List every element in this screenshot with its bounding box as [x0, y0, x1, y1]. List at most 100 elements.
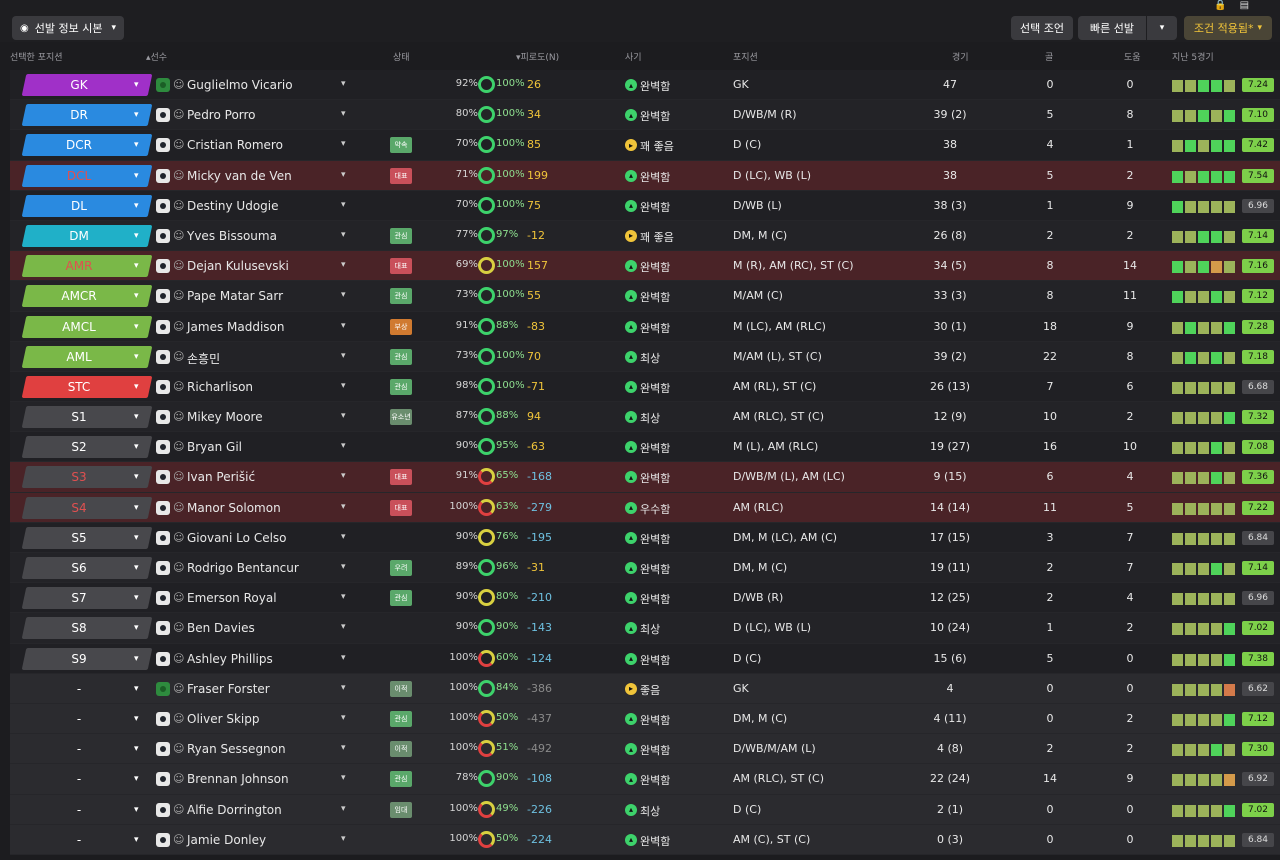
table-row[interactable]: - ▾ ☺ Alfie Dorrington ▾ 임대 100% 49% -226 ▴ 최상 D (C…	[10, 794, 1280, 825]
chevron-down-icon[interactable]: ▾	[341, 169, 346, 180]
player-name[interactable]: Manor Solomon	[187, 500, 281, 515]
player-name[interactable]: Ryan Sessegnon	[187, 742, 286, 757]
table-row[interactable]: DL ▾ ☺ Destiny Udogie ▾ 70% 100% 75 ▴ 완벽함 D/WB (L)…	[10, 190, 1280, 221]
table-row[interactable]: AMR ▾ ☺ Dejan Kulusevski ▾ 대표 69% 100% 157 ▴ 완벽함 M …	[10, 251, 1280, 282]
col-positions[interactable]: 포지션	[733, 53, 758, 63]
table-row[interactable]: S6 ▾ ☺ Rodrigo Bentancur ▾ 우려 89% 96% -31 ▴ 완벽함 DM,…	[10, 553, 1280, 584]
position-selector[interactable]: S9 ▾	[21, 647, 153, 670]
player-name[interactable]: Micky van de Ven	[187, 168, 292, 183]
player-name[interactable]: James Maddison	[187, 319, 285, 334]
table-row[interactable]: S5 ▾ ☺ Giovani Lo Celso ▾ 90% 76% -195 ▴ 완벽함 DM, M…	[10, 522, 1280, 553]
col-form[interactable]: 지난 5경기	[1172, 53, 1214, 63]
table-row[interactable]: GK ▾ ☺ Guglielmo Vicario ▾ 92% 100% 26 ▴ 완벽함 GK 47 0…	[10, 70, 1280, 101]
col-apps[interactable]: 경기	[952, 53, 969, 63]
player-name[interactable]: Ashley Phillips	[187, 651, 273, 666]
col-assists[interactable]: 도움	[1124, 53, 1141, 63]
quick-pick-button[interactable]: 빠른 선발	[1078, 16, 1146, 40]
player-name[interactable]: Ben Davies	[187, 621, 255, 636]
position-selector[interactable]: S6 ▾	[21, 557, 153, 579]
chevron-down-icon[interactable]: ▾	[341, 773, 346, 784]
table-row[interactable]: S1 ▾ ☺ Mikey Moore ▾ 유소년 87% 88% 94 ▴ 최상 AM (RLC), …	[10, 402, 1280, 433]
chevron-down-icon[interactable]: ▾	[341, 501, 346, 512]
table-row[interactable]: DCL ▾ ☺ Micky van de Ven ▾ 대표 71% 100% 199 ▴ 완벽함 D …	[10, 160, 1280, 191]
chevron-down-icon[interactable]: ▾	[341, 531, 346, 542]
player-name[interactable]: Brennan Johnson	[187, 772, 289, 787]
table-row[interactable]: S4 ▾ ☺ Manor Solomon ▾ 대표 100% 63% -279 ▴ 우수함 AM (R…	[10, 492, 1280, 523]
player-name[interactable]: Jamie Donley	[187, 832, 267, 847]
player-name[interactable]: Richarlison	[187, 379, 254, 394]
player-name[interactable]: Dejan Kulusevski	[187, 259, 289, 274]
position-selector[interactable]: S8 ▾	[21, 617, 153, 640]
position-selector[interactable]: AML ▾	[21, 345, 153, 368]
player-name[interactable]: 손흥민	[187, 351, 221, 366]
chevron-down-icon[interactable]: ▾	[341, 139, 346, 150]
table-row[interactable]: - ▾ ☺ Brennan Johnson ▾ 관심 78% 90% -108 ▴ 완벽함 AM (R…	[10, 764, 1280, 795]
position-selector[interactable]: S4 ▾	[21, 496, 153, 519]
player-name[interactable]: Pedro Porro	[187, 108, 256, 123]
table-row[interactable]: S8 ▾ ☺ Ben Davies ▾ 90% 90% -143 ▴ 최상 D (LC), WB (…	[10, 613, 1280, 644]
position-selector[interactable]: DM ▾	[21, 224, 153, 247]
chevron-down-icon[interactable]: ▾	[341, 833, 346, 844]
player-name[interactable]: Giovani Lo Celso	[187, 530, 287, 545]
chevron-down-icon[interactable]: ▾	[341, 712, 346, 723]
position-selector[interactable]: - ▾	[22, 829, 153, 851]
position-selector[interactable]: S5 ▾	[21, 526, 153, 549]
table-row[interactable]: - ▾ ☺ Oliver Skipp ▾ 관심 100% 50% -437 ▴ 완벽함 DM, M (…	[10, 703, 1280, 735]
table-row[interactable]: STC ▾ ☺ Richarlison ▾ 관심 98% 100% -71 ▴ 완벽함 AM (RL)…	[10, 371, 1280, 403]
position-selector[interactable]: STC ▾	[21, 375, 153, 398]
position-selector[interactable]: DCL ▾	[21, 164, 153, 187]
view-button[interactable]: ◉ 선발 정보 시본 ▾	[12, 16, 124, 40]
position-selector[interactable]: - ▾	[22, 738, 153, 760]
quick-pick-dropdown[interactable]: ▾	[1147, 16, 1177, 40]
col-position[interactable]: 선택한 포지션	[10, 53, 63, 63]
table-row[interactable]: AMCL ▾ ☺ James Maddison ▾ 부상 91% 88% -83 ▴ 완벽함 M (L…	[10, 311, 1280, 342]
position-selector[interactable]: - ▾	[22, 768, 153, 790]
col-familiarity[interactable]: ▾피로도(N)	[516, 53, 560, 63]
position-selector[interactable]: AMCL ▾	[21, 315, 153, 338]
chevron-down-icon[interactable]: ▾	[341, 411, 346, 422]
table-row[interactable]: S9 ▾ ☺ Ashley Phillips ▾ 100% 60% -124 ▴ 완벽함 D (C)…	[10, 643, 1280, 674]
chevron-down-icon[interactable]: ▾	[341, 441, 346, 452]
player-name[interactable]: Rodrigo Bentancur	[187, 561, 299, 575]
position-selector[interactable]: DL ▾	[21, 194, 153, 217]
position-selector[interactable]: S3 ▾	[21, 466, 153, 489]
chevron-down-icon[interactable]: ▾	[341, 79, 346, 89]
table-row[interactable]: - ▾ ☺ Fraser Forster ▾ 이적 100% 84% -386 ▸ 좋음 GK 4 0 0 6…	[10, 673, 1280, 704]
chevron-down-icon[interactable]: ▾	[341, 199, 346, 210]
col-status[interactable]: 상태	[393, 53, 410, 63]
chevron-down-icon[interactable]: ▾	[341, 682, 346, 693]
chevron-down-icon[interactable]: ▾	[341, 592, 346, 603]
player-name[interactable]: Bryan Gil	[187, 440, 243, 455]
chevron-down-icon[interactable]: ▾	[341, 562, 346, 572]
position-selector[interactable]: GK ▾	[21, 74, 153, 96]
chevron-down-icon[interactable]: ▾	[341, 380, 346, 391]
chevron-down-icon[interactable]: ▾	[341, 652, 346, 663]
player-name[interactable]: Alfie Dorrington	[187, 802, 282, 817]
player-name[interactable]: Emerson Royal	[187, 591, 277, 606]
table-row[interactable]: DM ▾ ☺ Yves Bissouma ▾ 관심 77% 97% -12 ▸ 꽤 좋음 DM, M …	[10, 220, 1280, 252]
table-row[interactable]: DR ▾ ☺ Pedro Porro ▾ 80% 100% 34 ▴ 완벽함 D/WB/M (R) 3…	[10, 100, 1280, 131]
position-selector[interactable]: S2 ▾	[21, 436, 153, 459]
chevron-down-icon[interactable]: ▾	[341, 260, 346, 271]
table-row[interactable]: S2 ▾ ☺ Bryan Gil ▾ 90% 95% -63 ▴ 완벽함 M (L), AM (RL…	[10, 432, 1280, 463]
clipboard-icon[interactable]: ▤	[1239, 0, 1250, 11]
player-name[interactable]: Ivan Perišić	[187, 470, 256, 485]
player-name[interactable]: Yves Bissouma	[187, 228, 277, 243]
position-selector[interactable]: DCR ▾	[21, 134, 153, 157]
chevron-down-icon[interactable]: ▾	[341, 743, 346, 754]
chevron-down-icon[interactable]: ▾	[341, 320, 346, 331]
table-row[interactable]: AMCR ▾ ☺ Pape Matar Sarr ▾ 관심 73% 100% 55 ▴ 완벽함 M/A…	[10, 281, 1280, 312]
position-selector[interactable]: AMCR ▾	[21, 285, 153, 308]
position-selector[interactable]: - ▾	[22, 799, 153, 821]
chevron-down-icon[interactable]: ▾	[341, 350, 346, 361]
table-row[interactable]: S3 ▾ ☺ Ivan Perišić ▾ 대표 91% 65% -168 ▴ 완벽함 D/WB/M …	[10, 462, 1280, 493]
position-selector[interactable]: AMR ▾	[21, 255, 153, 278]
player-name[interactable]: Guglielmo Vicario	[187, 78, 293, 92]
advice-button[interactable]: 선택 조언	[1011, 16, 1073, 40]
position-selector[interactable]: - ▾	[22, 708, 153, 730]
lock-icon[interactable]: 🔒	[1214, 0, 1227, 11]
chevron-down-icon[interactable]: ▾	[341, 290, 346, 301]
player-name[interactable]: Fraser Forster	[187, 681, 270, 696]
table-row[interactable]: - ▾ ☺ Ryan Sessegnon ▾ 이적 100% 51% -492 ▴ 완벽함 D/WB/…	[10, 734, 1280, 765]
player-name[interactable]: Mikey Moore	[187, 410, 263, 425]
